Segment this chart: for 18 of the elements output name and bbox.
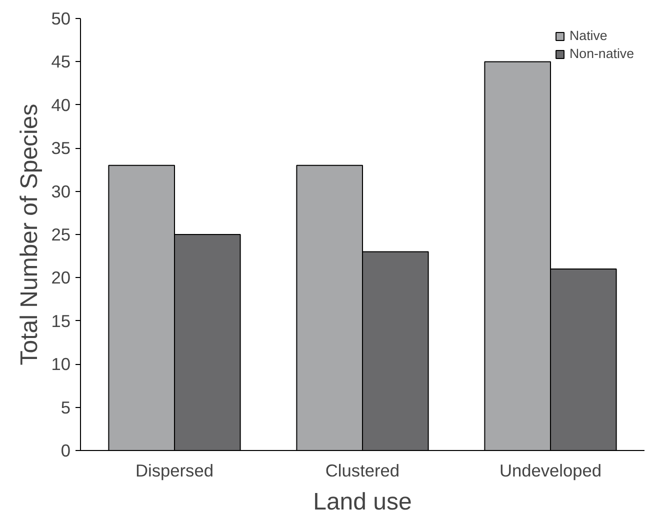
x-tick-label: Undeveloped: [499, 460, 602, 480]
y-tick-label: 5: [60, 397, 71, 418]
y-tick-label: 0: [60, 440, 71, 460]
legend-label: Native: [570, 28, 608, 43]
x-tick-label: Dispersed: [135, 460, 214, 480]
y-tick-label: 25: [51, 224, 71, 244]
y-tick-label: 20: [51, 268, 71, 288]
y-tick-label: 10: [51, 354, 71, 374]
y-tick-label: 50: [51, 8, 71, 28]
y-tick-label: 45: [51, 52, 71, 72]
legend-label: Non-native: [570, 46, 634, 61]
y-tick-label: 40: [51, 94, 71, 115]
y-tick-label: 35: [51, 138, 71, 158]
y-tick-label: 15: [51, 310, 71, 331]
y-tick-label: 30: [51, 181, 71, 202]
x-tick-label: Clustered: [325, 460, 400, 480]
y-axis-title: Total Number of Species: [16, 104, 44, 366]
x-axis-title: Land use: [313, 488, 412, 516]
